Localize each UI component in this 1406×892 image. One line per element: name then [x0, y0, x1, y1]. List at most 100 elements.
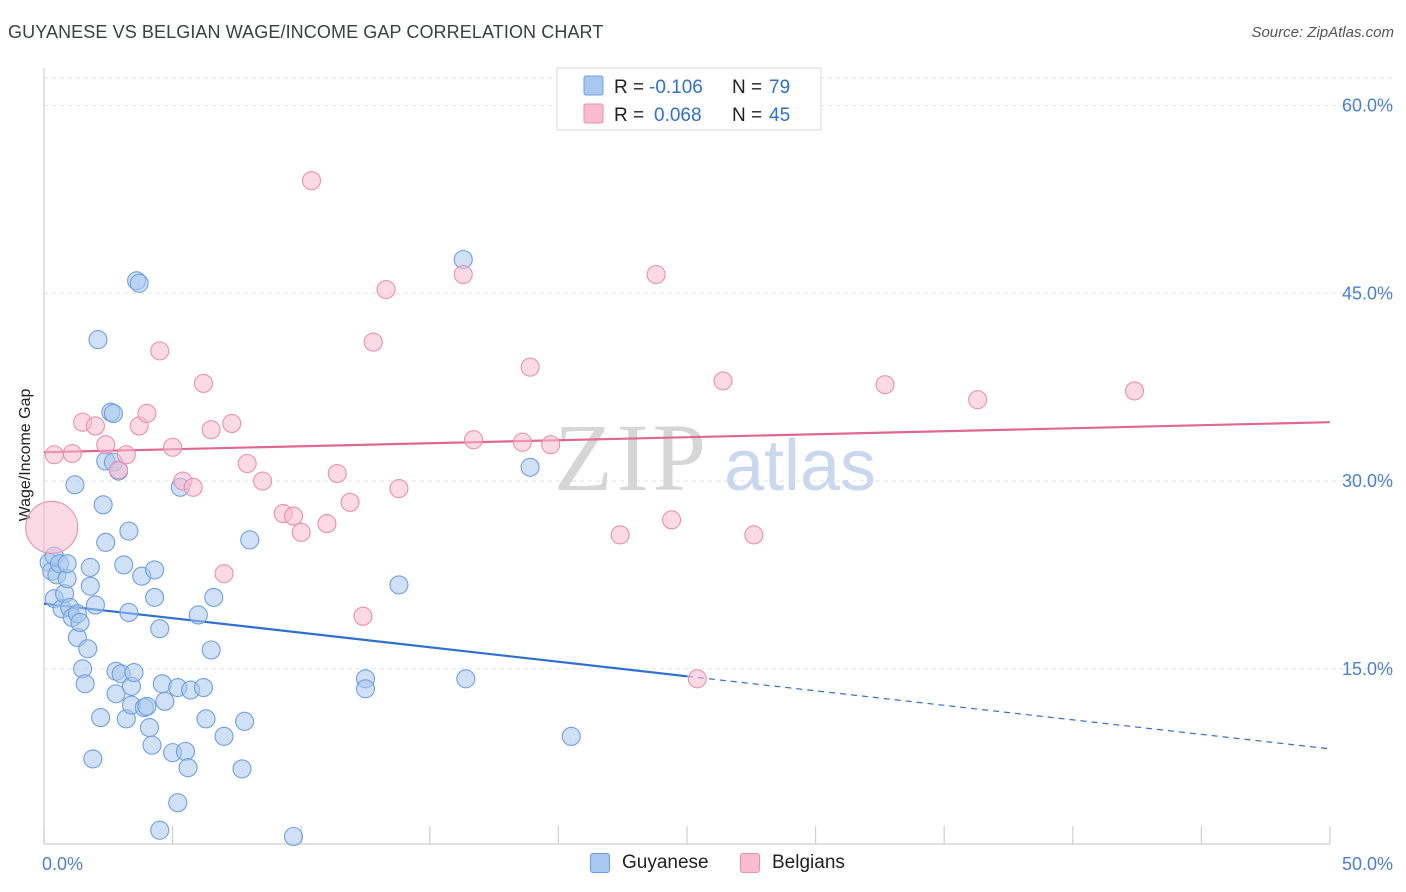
- point-guyanese: [85, 595, 105, 615]
- point-guyanese: [83, 749, 103, 769]
- data-points: [25, 171, 1145, 847]
- legend-r-label-belgians: R =: [614, 105, 644, 126]
- y-tick-label: 15.0%: [1342, 659, 1393, 679]
- series-legend-label-belgians: Belgians: [772, 852, 845, 873]
- point-belgians: [363, 332, 383, 352]
- point-guyanese: [103, 403, 123, 423]
- point-belgians: [512, 432, 532, 452]
- point-belgians: [520, 357, 540, 377]
- point-guyanese: [235, 711, 255, 731]
- series-legend-swatch-belgians: [740, 853, 760, 873]
- point-guyanese: [124, 662, 144, 683]
- point-guyanese: [188, 605, 208, 625]
- point-guyanese: [214, 726, 234, 746]
- point-belgians: [62, 443, 82, 464]
- point-guyanese: [114, 555, 134, 575]
- point-guyanese: [96, 532, 116, 552]
- series-belgians-points: [25, 171, 1145, 689]
- point-guyanese: [80, 557, 100, 577]
- tick-labels: 15.0% 30.0% 45.0% 60.0% 0.0% 50.0%: [42, 96, 1393, 874]
- legend-swatch-belgians: [583, 103, 604, 124]
- point-belgians: [317, 514, 337, 534]
- point-guyanese: [283, 826, 304, 847]
- point-belgians: [116, 445, 136, 465]
- point-belgians: [214, 564, 234, 584]
- trend-line-extension-guyanese: [686, 675, 1331, 750]
- point-belgians: [1124, 381, 1145, 401]
- legend-r-value-guyanese: -0.106: [649, 77, 703, 98]
- series-legend-label-guyanese: Guyanese: [622, 852, 709, 873]
- point-guyanese: [91, 708, 111, 728]
- point-guyanese: [75, 674, 95, 694]
- series-legend-swatch-guyanese: [590, 853, 610, 873]
- legend: R = -0.106 N = 79 R = 0.068 N = 45: [556, 67, 822, 131]
- point-guyanese: [168, 793, 188, 813]
- point-belgians: [662, 510, 682, 530]
- point-belgians: [340, 492, 360, 512]
- point-belgians: [353, 606, 373, 626]
- legend-n-value-guyanese: 79: [769, 77, 790, 98]
- point-guyanese: [355, 679, 376, 699]
- point-belgians: [646, 264, 666, 285]
- point-belgians: [201, 420, 221, 440]
- y-tick-label: 45.0%: [1342, 283, 1393, 303]
- point-belgians: [301, 171, 322, 191]
- legend-r-label-guyanese: R =: [614, 77, 644, 98]
- point-guyanese: [129, 273, 149, 293]
- point-guyanese: [57, 554, 77, 574]
- point-guyanese: [80, 576, 100, 596]
- point-belgians: [744, 525, 764, 545]
- point-belgians: [541, 435, 561, 455]
- series-legend-item-belgians: Belgians: [740, 852, 845, 874]
- point-belgians: [389, 478, 409, 499]
- legend-r-value-belgians: 0.068: [654, 105, 702, 126]
- point-belgians: [150, 341, 170, 361]
- point-guyanese: [201, 640, 221, 660]
- y-tick-label: 60.0%: [1342, 96, 1393, 116]
- point-belgians: [183, 477, 203, 497]
- point-guyanese: [178, 758, 198, 778]
- watermark-zip: ZIP: [554, 404, 710, 511]
- point-belgians: [687, 669, 707, 689]
- point-guyanese: [193, 677, 214, 698]
- point-belgians: [453, 264, 473, 285]
- source-label: Source: ZipAtlas.com: [1251, 24, 1394, 41]
- point-guyanese: [561, 726, 581, 746]
- point-belgians: [327, 463, 347, 484]
- point-belgians: [875, 375, 895, 395]
- point-belgians: [253, 471, 273, 491]
- point-belgians: [291, 522, 311, 542]
- point-guyanese: [65, 475, 85, 495]
- point-guyanese: [240, 530, 260, 550]
- point-guyanese: [142, 735, 162, 755]
- point-guyanese: [204, 587, 224, 607]
- point-belgians: [713, 371, 733, 391]
- point-guyanese: [139, 718, 160, 738]
- point-belgians: [222, 413, 242, 434]
- point-guyanese: [145, 560, 165, 580]
- point-belgians: [376, 279, 396, 300]
- legend-n-label-belgians: N =: [732, 105, 762, 126]
- point-guyanese: [119, 521, 139, 541]
- point-guyanese: [389, 575, 409, 595]
- point-guyanese: [119, 602, 139, 623]
- point-guyanese: [520, 457, 540, 477]
- legend-n-value-belgians: 45: [769, 105, 790, 126]
- point-belgians: [283, 506, 304, 526]
- trend-lines: [43, 421, 1331, 750]
- point-belgians: [96, 435, 116, 455]
- point-guyanese: [456, 669, 476, 689]
- point-belgians: [463, 430, 484, 450]
- point-guyanese: [155, 691, 175, 711]
- legend-swatch-guyanese: [583, 75, 604, 96]
- y-tick-label: 30.0%: [1342, 471, 1393, 491]
- point-guyanese: [137, 696, 157, 716]
- point-belgians: [85, 416, 105, 436]
- trend-line-belgians: [43, 421, 1331, 454]
- point-belgians: [968, 390, 988, 410]
- point-belgians: [237, 453, 257, 474]
- point-belgians: [137, 403, 157, 423]
- point-belgians: [109, 460, 129, 480]
- series-legend: Guyanese Belgians: [0, 852, 1406, 878]
